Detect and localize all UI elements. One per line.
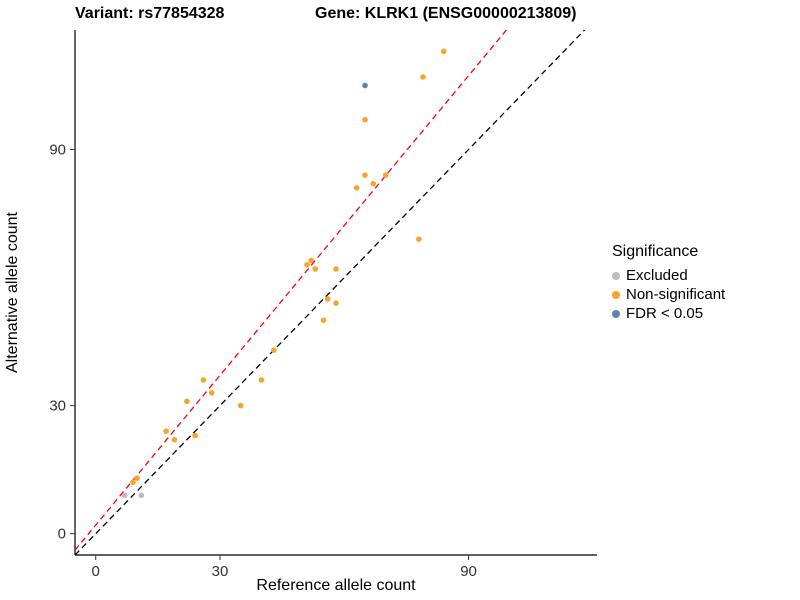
data-point: [171, 436, 178, 443]
legend-item-label: Non-significant: [626, 286, 726, 303]
data-point: [200, 377, 207, 383]
legend-item: FDR < 0.05: [612, 304, 725, 323]
data-point: [271, 347, 277, 353]
x-axis-label: Reference allele count: [256, 577, 416, 594]
data-point: [163, 428, 169, 435]
legend-item-label: Excluded: [626, 267, 688, 284]
data-point: [130, 479, 136, 486]
data-point: [333, 300, 339, 306]
data-point: [184, 398, 190, 405]
data-point: [333, 266, 339, 272]
data-point: [353, 185, 360, 191]
data-point: [308, 257, 314, 264]
x-tick-label: 90: [460, 563, 477, 580]
data-point: [362, 172, 368, 178]
legend-key-dot: [612, 290, 620, 299]
data-point: [258, 377, 265, 383]
legend-items: Excluded Non-significant FDR < 0.05: [612, 266, 725, 323]
data-point: [208, 390, 215, 396]
data-point: [370, 180, 377, 187]
data-point: [312, 266, 319, 272]
data-point: [304, 261, 310, 268]
variant-title: Variant: rs77854328: [75, 5, 225, 22]
data-point: [237, 402, 244, 409]
data-point: [416, 236, 422, 242]
legend-item-label: FDR < 0.05: [626, 305, 704, 322]
data-point: [362, 116, 368, 123]
data-point: [121, 492, 128, 499]
gene-title: Gene: KLRK1 (ENSG00000213809): [315, 5, 577, 22]
legend-item: Non-significant: [612, 285, 725, 304]
y-tick-label: 90: [49, 142, 66, 159]
fit-line: [75, 30, 508, 551]
data-point: [320, 317, 327, 324]
data-point: [382, 172, 389, 178]
legend: Significance Excluded Non-significant FDR …: [612, 243, 725, 323]
identity-line: [75, 30, 586, 555]
data-point: [192, 432, 198, 439]
data-point: [324, 296, 331, 302]
x-tick-label: 0: [92, 563, 100, 580]
y-tick-label: 0: [58, 526, 66, 543]
legend-key-dot: [612, 309, 620, 318]
data-point: [440, 48, 447, 55]
legend-key-dot: [612, 271, 620, 280]
y-tick-label: 30: [49, 398, 66, 415]
data-point: [134, 475, 140, 481]
legend-item: Excluded: [612, 266, 725, 285]
x-tick-label: 30: [212, 563, 229, 580]
data-point: [420, 74, 426, 80]
legend-title: Significance: [612, 243, 699, 260]
data-point: [362, 82, 368, 89]
data-point: [138, 492, 145, 499]
